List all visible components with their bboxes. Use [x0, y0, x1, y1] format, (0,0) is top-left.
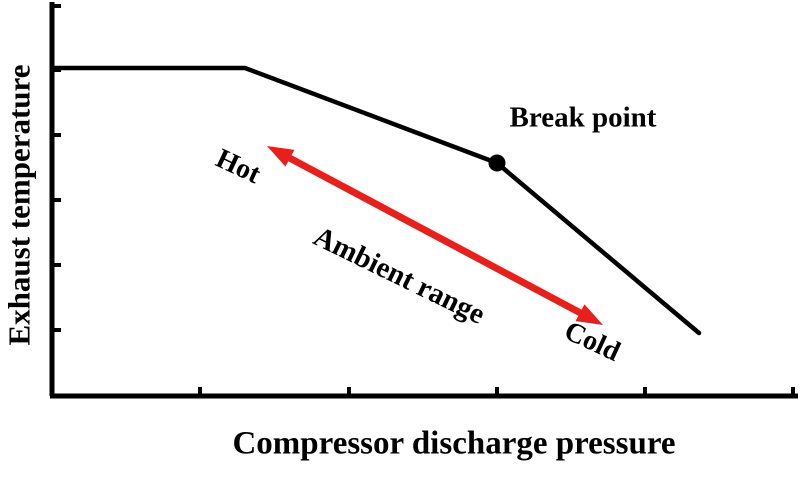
arrowhead-hot-end — [267, 146, 295, 167]
y-axis-label: Exhaust temperature — [1, 64, 37, 346]
ambient-range-arrow-shaft — [282, 152, 588, 319]
break-point-label: Break point — [509, 101, 657, 134]
break-point-marker — [488, 154, 506, 172]
temperature-curve — [49, 65, 702, 336]
x-axis-label: Compressor discharge pressure — [232, 425, 676, 462]
arrowhead-cold-end — [575, 304, 603, 325]
